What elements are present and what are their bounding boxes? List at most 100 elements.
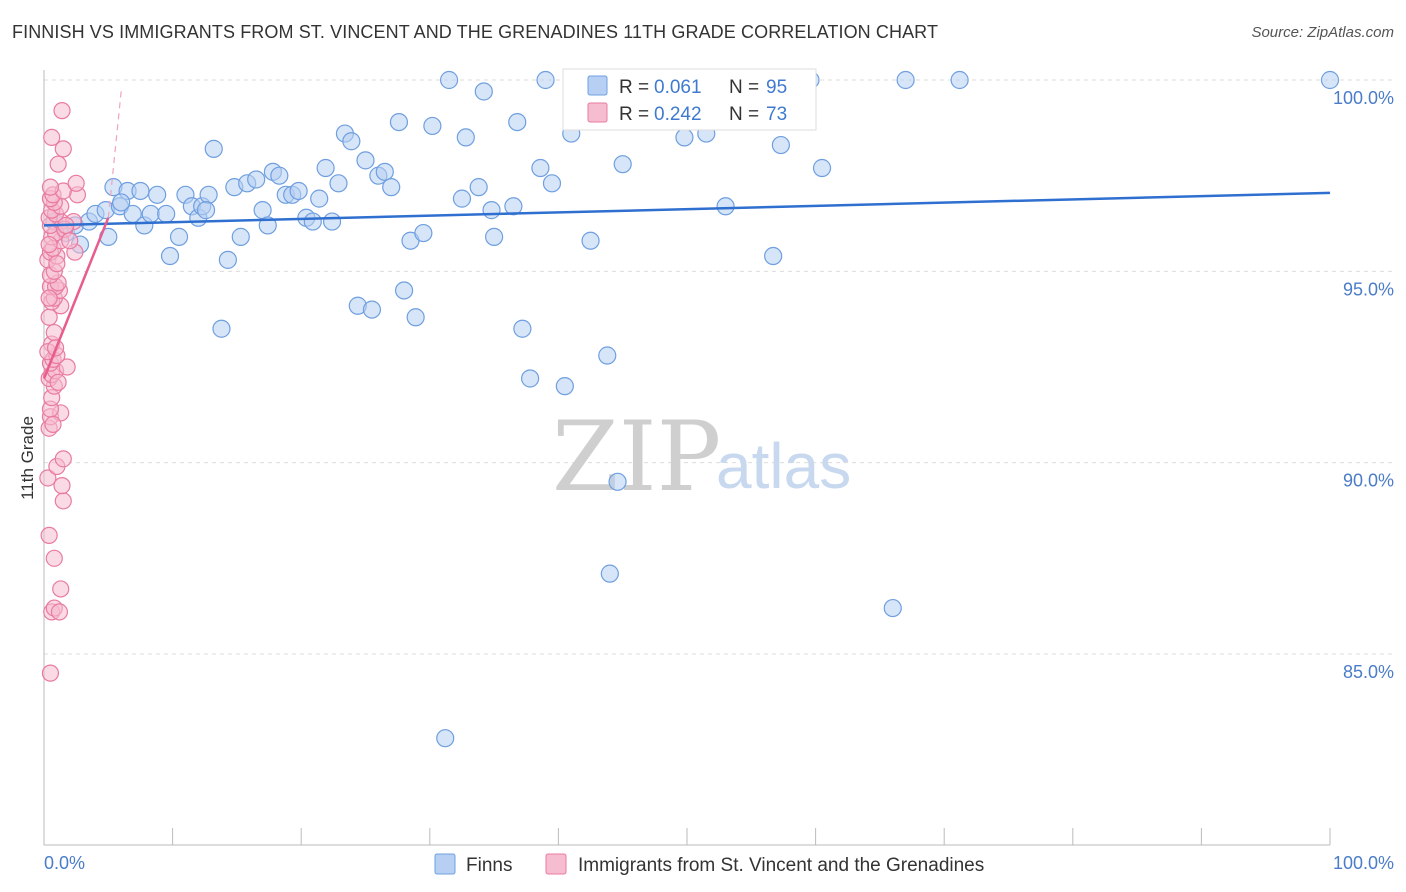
finns-point [436, 729, 455, 748]
finns-point [199, 185, 218, 204]
finns-point [382, 178, 401, 197]
immigrants-point [39, 469, 57, 487]
finns-point [247, 170, 266, 189]
finns-trend-line [43, 191, 1331, 227]
immigrants-point [49, 373, 67, 391]
series-immigrants [39, 102, 87, 682]
legend-n-label-finns: N = [729, 77, 759, 98]
finns-point [452, 189, 472, 208]
immigrants-point [61, 232, 79, 250]
finns-point [439, 70, 459, 90]
finns-point [536, 70, 555, 90]
x-tick-marks [43, 828, 1331, 845]
immigrants-point [44, 415, 62, 433]
immigrants-point [41, 664, 60, 682]
finns-point [148, 185, 167, 204]
gridlines [44, 79, 1394, 655]
finns-point [212, 319, 231, 338]
y-axis-label: 11th Grade [18, 416, 37, 500]
finns-point [316, 158, 335, 178]
x-tick-min: 0.0% [44, 853, 85, 873]
finns-point [675, 128, 694, 147]
finns-point [508, 112, 527, 132]
finns-point [716, 197, 735, 216]
y-tick-label: 100.0% [1333, 88, 1394, 108]
finns-point [253, 201, 272, 220]
x-tick-max: 100.0% [1333, 853, 1394, 873]
immigrants-point [40, 289, 58, 307]
immigrants-point [49, 155, 67, 173]
finns-point [423, 116, 442, 136]
finns-point [482, 201, 501, 220]
legend-swatch-immigrants [587, 102, 608, 123]
bottom-legend-label-immigrants: Immigrants from St. Vincent and the Gren… [578, 855, 984, 876]
finns-point [218, 250, 237, 269]
immigrants-point [45, 549, 63, 567]
immigrants-point [48, 255, 66, 273]
finns-point [1320, 70, 1340, 90]
finns-point [289, 181, 308, 201]
immigrants-point [43, 128, 61, 146]
finns-point [196, 201, 216, 220]
bottom-legend-swatch-immigrants [545, 853, 567, 875]
source-credit: Source: ZipAtlas.com [1251, 24, 1394, 41]
watermark-atlas: atlas [716, 430, 851, 502]
immigrants-point [50, 603, 69, 621]
finns-point [375, 162, 394, 181]
finns-point [394, 281, 414, 300]
finns-point [474, 82, 493, 101]
immigrants-point [40, 526, 58, 544]
stats-legend: R = 0.061 N = 95 R = 0.242 N = 73 [562, 68, 817, 131]
finns-point [342, 132, 361, 151]
immigrants-point [67, 174, 85, 192]
y-tick-label: 95.0% [1343, 279, 1394, 299]
finns-point [600, 564, 619, 583]
immigrants-trend-line [42, 217, 110, 379]
finns-point [131, 181, 150, 201]
finns-point [896, 70, 915, 90]
chart-title: FINNISH VS IMMIGRANTS FROM ST. VINCENT A… [12, 22, 939, 42]
legend-n-value-immigrants: 73 [766, 104, 787, 125]
y-tick-label: 90.0% [1343, 471, 1394, 491]
legend-r-label-immigrants: R = [619, 104, 649, 125]
finns-point [141, 204, 160, 224]
immigrants-point [54, 450, 72, 468]
immigrants-point [54, 140, 72, 158]
legend-n-label-immigrants: N = [729, 104, 759, 125]
immigrants-point [40, 235, 58, 254]
legend-swatch-finns [587, 75, 608, 96]
finns-point [542, 174, 562, 193]
finns-point [258, 216, 277, 235]
finns-point [764, 246, 783, 266]
immigrants-point [58, 358, 76, 376]
finns-point [160, 246, 180, 266]
finns-point [157, 204, 176, 224]
immigrants-point [54, 492, 72, 510]
finns-point [231, 227, 250, 246]
finns-point [950, 70, 969, 90]
finns-point [414, 223, 433, 243]
y-tick-label: 85.0% [1343, 662, 1394, 682]
legend-r-value-immigrants: 0.242 [654, 104, 702, 125]
finns-point [469, 178, 488, 197]
finns-point [169, 227, 189, 246]
immigrants-point [41, 178, 60, 196]
watermark-zip: ZIP [552, 401, 721, 513]
finns-point [389, 112, 409, 132]
finns-point [362, 300, 382, 319]
finns-point [521, 369, 540, 388]
finns-point [613, 155, 632, 174]
bottom-legend-swatch-finns [434, 853, 456, 875]
finns-point [598, 346, 617, 365]
finns-point [812, 158, 832, 178]
finns-point [310, 189, 329, 208]
finns-point [883, 598, 902, 618]
finns-point [356, 151, 375, 170]
immigrants-point [53, 102, 71, 120]
finns-point [513, 319, 532, 338]
bottom-legend-label-finns: Finns [466, 855, 512, 876]
immigrants-point [52, 580, 70, 598]
finns-point [322, 212, 342, 231]
immigrants-point [53, 477, 71, 495]
